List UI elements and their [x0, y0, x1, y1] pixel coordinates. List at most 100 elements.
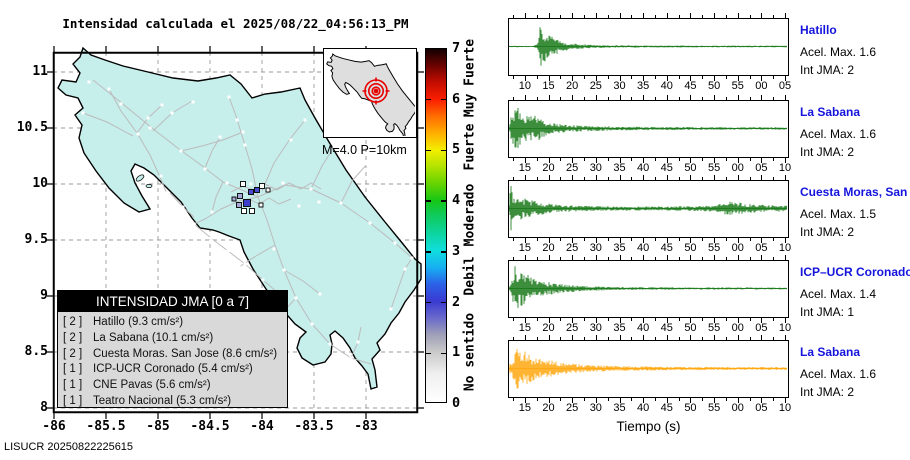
time-tick: [702, 318, 704, 321]
accel-max: Acel. Max. 1.6: [800, 127, 877, 141]
lon-tick-label: -84.5: [190, 419, 230, 434]
colorbar-tick: [441, 98, 446, 101]
time-tick: [560, 177, 562, 180]
time-tick-label: 40: [637, 162, 650, 174]
time-tick: [584, 97, 585, 100]
time-tick-label: 00: [731, 402, 744, 414]
time-tick: [761, 175, 763, 180]
intensity-marker: [236, 202, 242, 208]
time-tick: [560, 158, 562, 161]
colorbar-tick: [441, 251, 446, 253]
time-tick: [678, 15, 680, 18]
time-tick: [513, 238, 514, 241]
time-tick: [749, 318, 751, 321]
colorbar-tick: [441, 149, 446, 152]
time-tick-label: 50: [684, 162, 697, 174]
time-tick: [737, 76, 739, 81]
time-tick: [572, 175, 574, 180]
time-tick: [631, 158, 633, 161]
station-dot: [160, 103, 164, 107]
station-dot: [159, 174, 163, 178]
station-dot: [365, 162, 369, 166]
station-dot: [235, 118, 239, 122]
intensity-band-label: Fuerte: [462, 123, 478, 171]
intensity-marker: [254, 187, 260, 193]
colorbar-number: 3: [452, 242, 461, 259]
jma-intensity: Int JMA: 2: [800, 225, 855, 239]
lon-tick-label: -85: [146, 419, 170, 434]
time-tick-label: 40: [660, 80, 673, 92]
station-dot: [309, 187, 313, 191]
time-tick: [761, 335, 763, 340]
colorbar-tick: [426, 251, 431, 253]
time-tick: [607, 257, 609, 260]
time-tick: [702, 257, 704, 260]
time-tick-label: 35: [613, 162, 626, 174]
time-tick-label: 15: [518, 162, 531, 174]
time-tick: [536, 15, 538, 18]
jma-value: [ 1 ]: [63, 394, 83, 407]
colorbar-tick: [426, 352, 431, 355]
time-tick: [773, 97, 775, 100]
jma-value: [ 2 ]: [63, 331, 83, 344]
intensity-marker: [265, 187, 271, 193]
time-tick: [548, 76, 550, 81]
time-tick: [631, 257, 633, 260]
time-tick: [666, 238, 668, 243]
time-tick: [560, 337, 562, 340]
time-tick: [643, 158, 645, 163]
time-tick: [595, 318, 597, 323]
station-dot: [349, 356, 353, 360]
time-tick: [714, 95, 716, 100]
time-tick: [702, 177, 704, 180]
time-tick-label: 55: [707, 322, 721, 334]
time-tick-label: 00: [755, 80, 768, 92]
intensity-band-label: Moderado: [462, 184, 478, 247]
time-tick: [737, 335, 739, 340]
station-dot: [146, 116, 150, 120]
station-dot: [210, 210, 214, 214]
station-dot: [393, 241, 397, 245]
time-tick-label: 35: [637, 80, 650, 92]
station-dot: [243, 262, 247, 266]
time-tick: [773, 398, 775, 401]
time-tick-row: [508, 174, 789, 180]
time-tick-label: 35: [613, 402, 626, 414]
epicenter-icon: [362, 77, 390, 105]
time-tick-label: 20: [542, 162, 555, 174]
time-tick-label: 25: [589, 80, 602, 92]
time-tick: [702, 337, 704, 340]
time-tick: [690, 335, 692, 340]
time-tick: [737, 175, 739, 180]
colorbar-number: 6: [452, 90, 461, 107]
intensity-legend: INTENSIDAD JMA [0 a 7] [ 2 ] Hatillo (9.3…: [57, 290, 288, 408]
time-tick: [619, 76, 621, 81]
gulf-island-small: [145, 184, 153, 188]
time-tick: [749, 97, 751, 100]
time-tick: [631, 177, 633, 180]
time-tick: [785, 76, 787, 81]
time-tick: [690, 95, 692, 100]
time-tick: [666, 318, 668, 323]
station-dot: [261, 278, 265, 282]
time-tick: [631, 398, 633, 401]
time-tick: [690, 13, 692, 18]
time-tick: [643, 398, 645, 403]
time-tick: [725, 318, 727, 321]
time-tick: [666, 175, 668, 180]
time-tick-label: 30: [589, 322, 602, 334]
time-tick: [584, 398, 585, 401]
station-dot: [368, 221, 372, 225]
time-tick: [548, 335, 550, 340]
time-tick: [725, 177, 727, 180]
time-tick: [524, 76, 526, 81]
time-tick: [595, 398, 597, 403]
station-dot: [243, 143, 247, 147]
lon-tick-label: -84: [250, 419, 274, 434]
waveform-trace: [509, 108, 787, 148]
colorbar-number: 0: [452, 395, 461, 411]
time-tick: [595, 158, 597, 163]
time-tick: [690, 238, 692, 243]
time-tick: [536, 318, 538, 321]
time-tick: [749, 15, 751, 18]
